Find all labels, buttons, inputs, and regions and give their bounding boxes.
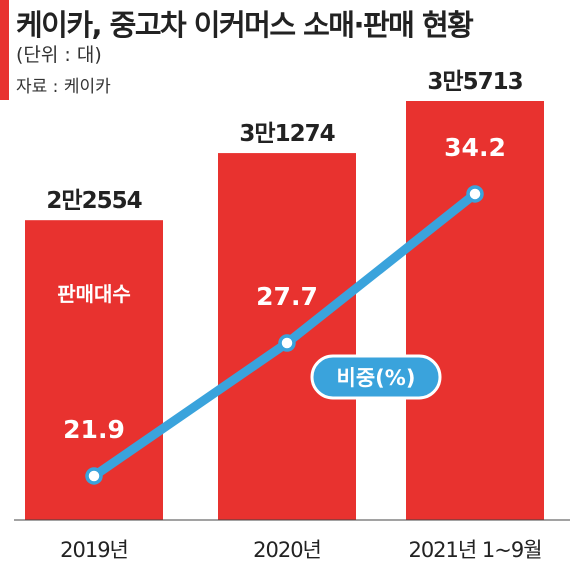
x-tick-label-1: 2020년 <box>253 538 321 561</box>
x-tick-label-2: 2021년 1~9월 <box>408 538 541 561</box>
source-label: 자료 : 케이카 <box>16 77 111 97</box>
chart-title: 케이카, 중고차 이커머스 소매·판매 현황 <box>16 8 474 42</box>
unit-label: (단위 : 대) <box>16 44 102 66</box>
share-line-layer: 21.9 27.7 34.2 <box>63 133 506 485</box>
x-axis-tick-labels: 2019년 2020년 2021년 1~9월 <box>60 538 542 561</box>
bar-value-label-2: 3만5713 <box>427 69 522 95</box>
legend-sales-count: 판매대수 <box>57 282 131 306</box>
title-accent-bar <box>0 0 9 100</box>
share-point-1 <box>278 334 296 352</box>
share-point-2 <box>466 185 484 203</box>
bar-value-label-1: 3만1274 <box>239 121 334 147</box>
legend-share-label: 비중(%) <box>337 366 416 390</box>
x-tick-label-0: 2019년 <box>60 538 128 561</box>
bar-2 <box>406 101 544 520</box>
bar-value-label-0: 2만2554 <box>46 188 141 214</box>
bar-value-labels: 2만2554 3만1274 3만5713 <box>46 69 523 214</box>
legend-share-pill-bg <box>310 354 442 400</box>
legend-share-pill: 비중(%) <box>310 354 442 400</box>
share-value-label-1: 27.7 <box>256 282 318 311</box>
share-value-label-2: 34.2 <box>444 133 506 162</box>
share-point-0 <box>85 467 103 485</box>
share-value-label-0: 21.9 <box>63 415 125 444</box>
